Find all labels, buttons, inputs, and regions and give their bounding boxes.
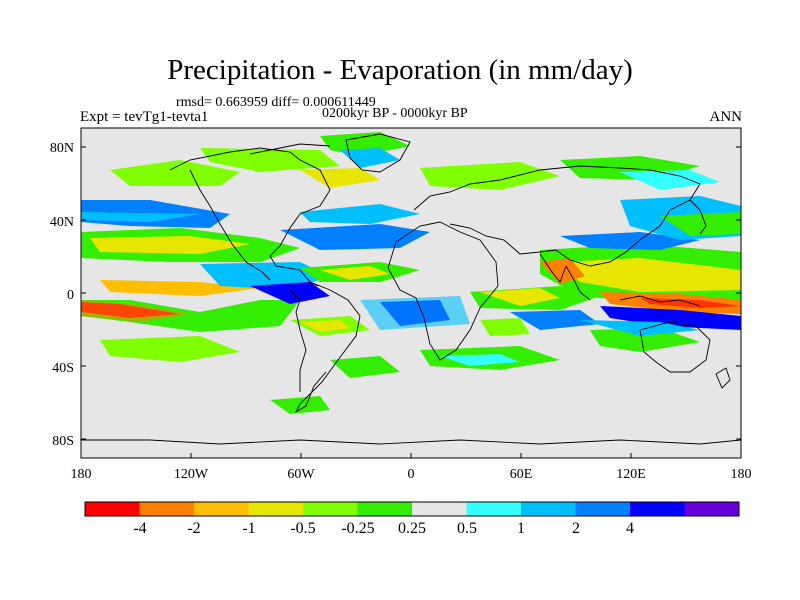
blue-field bbox=[560, 232, 700, 250]
green-field bbox=[420, 162, 560, 190]
colorbar-label: 0.25 bbox=[398, 520, 426, 537]
colorbar-label: 1 bbox=[517, 520, 525, 537]
blue-field bbox=[510, 310, 600, 330]
colorbar-label: 4 bbox=[626, 520, 634, 537]
green-field bbox=[100, 336, 240, 362]
cyan-field bbox=[360, 296, 470, 330]
colorbar-box bbox=[521, 502, 576, 516]
orange-field bbox=[81, 300, 190, 322]
colorbar-box bbox=[194, 502, 249, 516]
lat-tick-label: 80N bbox=[49, 141, 74, 156]
lon-ticks bbox=[80, 453, 742, 458]
period-text: 0200kyr BP - 0000kyr BP bbox=[322, 106, 468, 121]
yellow-field bbox=[320, 266, 390, 280]
lon-tick-label: 0 bbox=[407, 467, 415, 482]
green-field bbox=[200, 148, 340, 172]
colorbar-box bbox=[466, 502, 521, 516]
lon-tick-label: 60E bbox=[509, 467, 533, 482]
colorbar-box bbox=[303, 502, 358, 516]
yellow-field bbox=[300, 320, 350, 332]
cyan-field bbox=[81, 212, 200, 222]
colorbar-label: -0.5 bbox=[290, 520, 316, 537]
colorbar-label: 0.5 bbox=[457, 520, 477, 537]
colorbar-box bbox=[357, 502, 412, 516]
colorbar-box bbox=[412, 502, 467, 516]
lon-tick-label: 60W bbox=[287, 467, 315, 482]
green-field bbox=[330, 356, 400, 378]
colorbar bbox=[84, 501, 740, 517]
plot-title: Precipitation - Evaporation (in mm/day) bbox=[167, 54, 633, 86]
colorbar-box bbox=[85, 502, 140, 516]
yellow-field bbox=[560, 258, 741, 292]
green-field bbox=[660, 212, 741, 236]
lon-tick-label: 120E bbox=[616, 467, 646, 482]
stats-text: rmsd= 0.663959 diff= 0.000611449 bbox=[176, 95, 376, 110]
cyan-field bbox=[440, 354, 520, 366]
lat-tick-label: 0 bbox=[67, 288, 74, 303]
colorbar-box bbox=[139, 502, 194, 516]
green-field bbox=[480, 318, 530, 336]
colorbar-label: 2 bbox=[572, 520, 580, 537]
cyan-field bbox=[620, 170, 720, 190]
lat-tick-label: 40S bbox=[52, 361, 74, 376]
colorbar-box bbox=[630, 502, 685, 516]
colorbar-label: -0.25 bbox=[341, 520, 375, 537]
lon-tick-label: 120W bbox=[173, 467, 209, 482]
orange-field bbox=[540, 258, 585, 284]
cyan-field bbox=[300, 204, 420, 224]
blue-field bbox=[250, 282, 330, 304]
colorbar-box bbox=[684, 502, 739, 516]
season-label: ANN bbox=[709, 109, 743, 125]
lat-tick-label: 80S bbox=[52, 434, 74, 449]
yellow-field bbox=[480, 288, 560, 306]
lon-tick-label: 180 bbox=[70, 467, 92, 482]
green-field bbox=[590, 328, 700, 352]
green-field bbox=[110, 160, 240, 186]
coastlines bbox=[81, 133, 741, 445]
colorbar-label: -1 bbox=[242, 520, 256, 537]
blue-field bbox=[280, 224, 430, 250]
cyan-field bbox=[580, 320, 700, 336]
lat-ticks bbox=[81, 146, 741, 440]
pe-anomaly-field bbox=[81, 132, 741, 414]
colorbar-box bbox=[248, 502, 303, 516]
colorbar-box bbox=[575, 502, 630, 516]
blue-field bbox=[600, 306, 741, 330]
yellow-field bbox=[300, 168, 380, 188]
yellow-field bbox=[90, 236, 250, 254]
lon-tick-label: 180 bbox=[730, 467, 752, 482]
colorbar-label: -4 bbox=[133, 520, 147, 537]
colorbar-label: -2 bbox=[187, 520, 201, 537]
lat-tick-label: 40N bbox=[49, 215, 74, 230]
experiment-label: Expt = tevTg1-tevta1 bbox=[80, 109, 209, 125]
